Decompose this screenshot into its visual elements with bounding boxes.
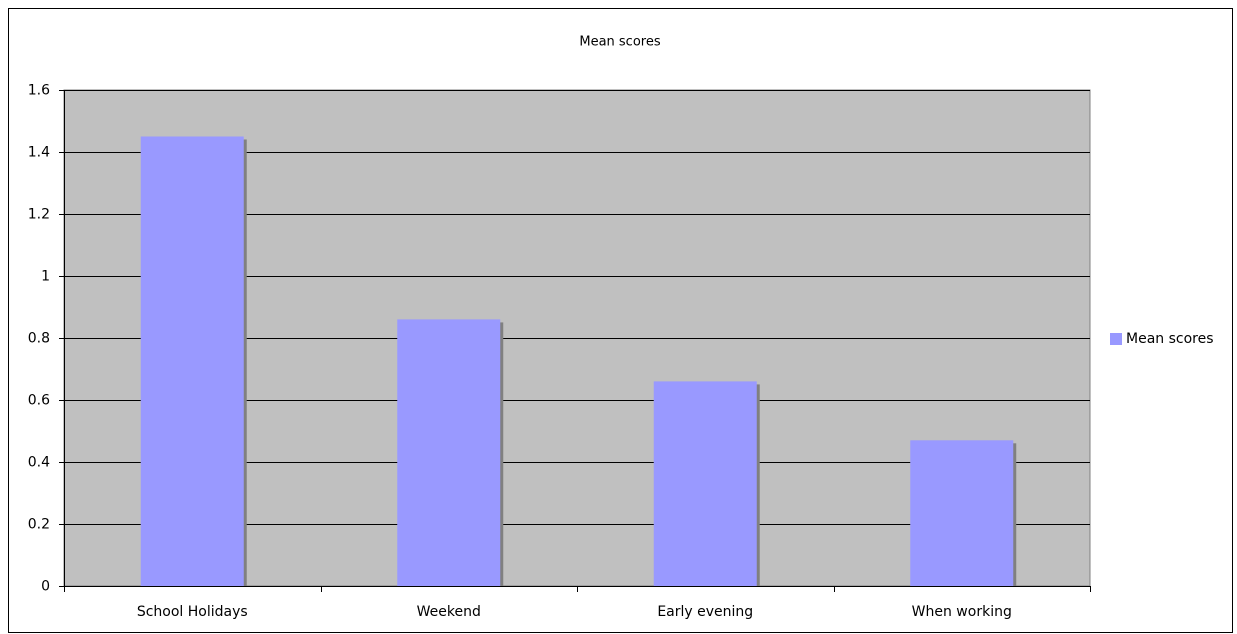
x-tick-label: School Holidays (137, 604, 248, 620)
y-tick-label: 1 (41, 269, 50, 285)
y-tick-label: 1.6 (28, 83, 50, 99)
y-tick-label: 0.8 (28, 331, 50, 347)
x-tick-label: When working (912, 604, 1012, 620)
y-tick-label: 1.4 (28, 145, 50, 161)
x-tick-label: Early evening (657, 604, 753, 620)
bar (653, 381, 757, 586)
y-tick-label: 1.2 (28, 207, 50, 223)
legend-swatch (1110, 333, 1122, 345)
chart-title: Mean scores (579, 35, 660, 50)
bar (140, 136, 244, 586)
x-tick-label: Weekend (417, 604, 481, 620)
y-tick-label: 0.4 (28, 455, 50, 471)
y-tick-label: 0.6 (28, 393, 50, 409)
y-tick-label: 0.2 (28, 517, 50, 533)
bar (397, 319, 501, 586)
legend-label: Mean scores (1126, 331, 1214, 347)
y-tick-label: 0 (41, 579, 50, 595)
bar (910, 440, 1014, 586)
